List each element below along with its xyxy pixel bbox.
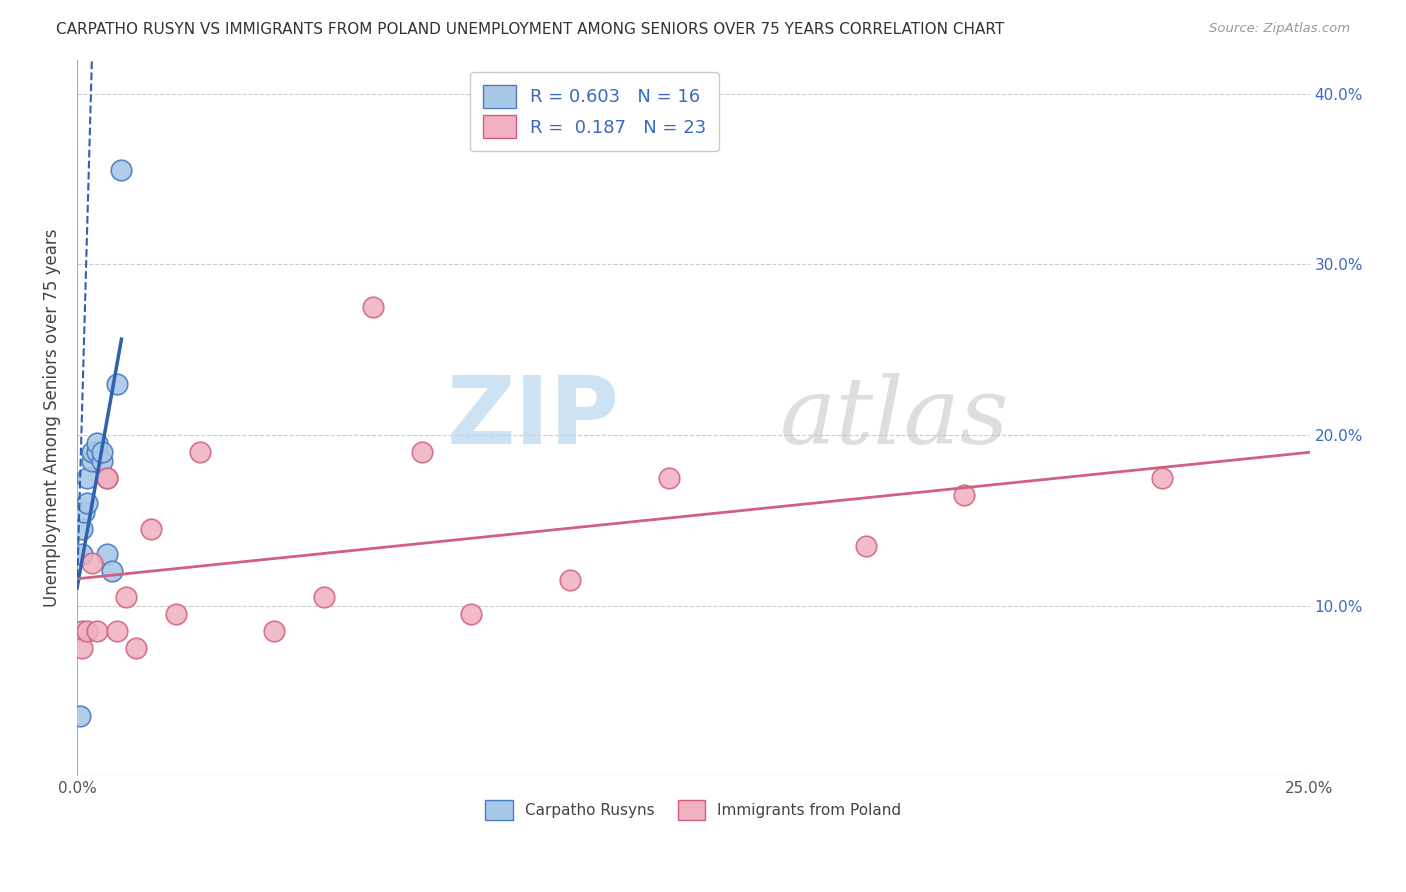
Point <box>80 445 103 459</box>
Point <box>86 436 108 450</box>
Point <box>105 624 128 639</box>
Text: CARPATHO RUSYN VS IMMIGRANTS FROM POLAND UNEMPLOYMENT AMONG SENIORS OVER 75 YEAR: CARPATHO RUSYN VS IMMIGRANTS FROM POLAND… <box>56 22 1004 37</box>
Point <box>658 470 681 484</box>
Point <box>855 539 877 553</box>
Point <box>76 624 98 639</box>
Point <box>105 376 128 391</box>
Point <box>76 496 98 510</box>
Point <box>86 445 108 459</box>
Point <box>361 300 384 314</box>
Text: atlas: atlas <box>779 373 1010 463</box>
Y-axis label: Unemployment Among Seniors over 75 years: Unemployment Among Seniors over 75 years <box>44 228 60 607</box>
Point <box>86 624 108 639</box>
Legend: Carpatho Rusyns, Immigrants from Poland: Carpatho Rusyns, Immigrants from Poland <box>479 794 907 826</box>
Point <box>70 624 93 639</box>
Point <box>165 607 187 621</box>
Point <box>96 547 118 561</box>
Point <box>558 573 581 587</box>
Point <box>70 522 93 536</box>
Point <box>96 470 118 484</box>
Point <box>70 547 93 561</box>
Point <box>1150 470 1173 484</box>
Point <box>953 488 976 502</box>
Point <box>125 641 148 656</box>
Point <box>90 453 112 467</box>
Point <box>76 470 98 484</box>
Point <box>263 624 285 639</box>
Point <box>80 453 103 467</box>
Point <box>100 565 122 579</box>
Point <box>69 709 91 723</box>
Point <box>80 556 103 570</box>
Point <box>96 470 118 484</box>
Text: Source: ZipAtlas.com: Source: ZipAtlas.com <box>1209 22 1350 36</box>
Text: ZIP: ZIP <box>447 372 620 464</box>
Point <box>110 163 132 178</box>
Point <box>90 445 112 459</box>
Point <box>73 505 96 519</box>
Point <box>312 590 335 604</box>
Point <box>411 445 433 459</box>
Point <box>188 445 211 459</box>
Point <box>70 641 93 656</box>
Point <box>460 607 482 621</box>
Point <box>139 522 162 536</box>
Point <box>115 590 138 604</box>
